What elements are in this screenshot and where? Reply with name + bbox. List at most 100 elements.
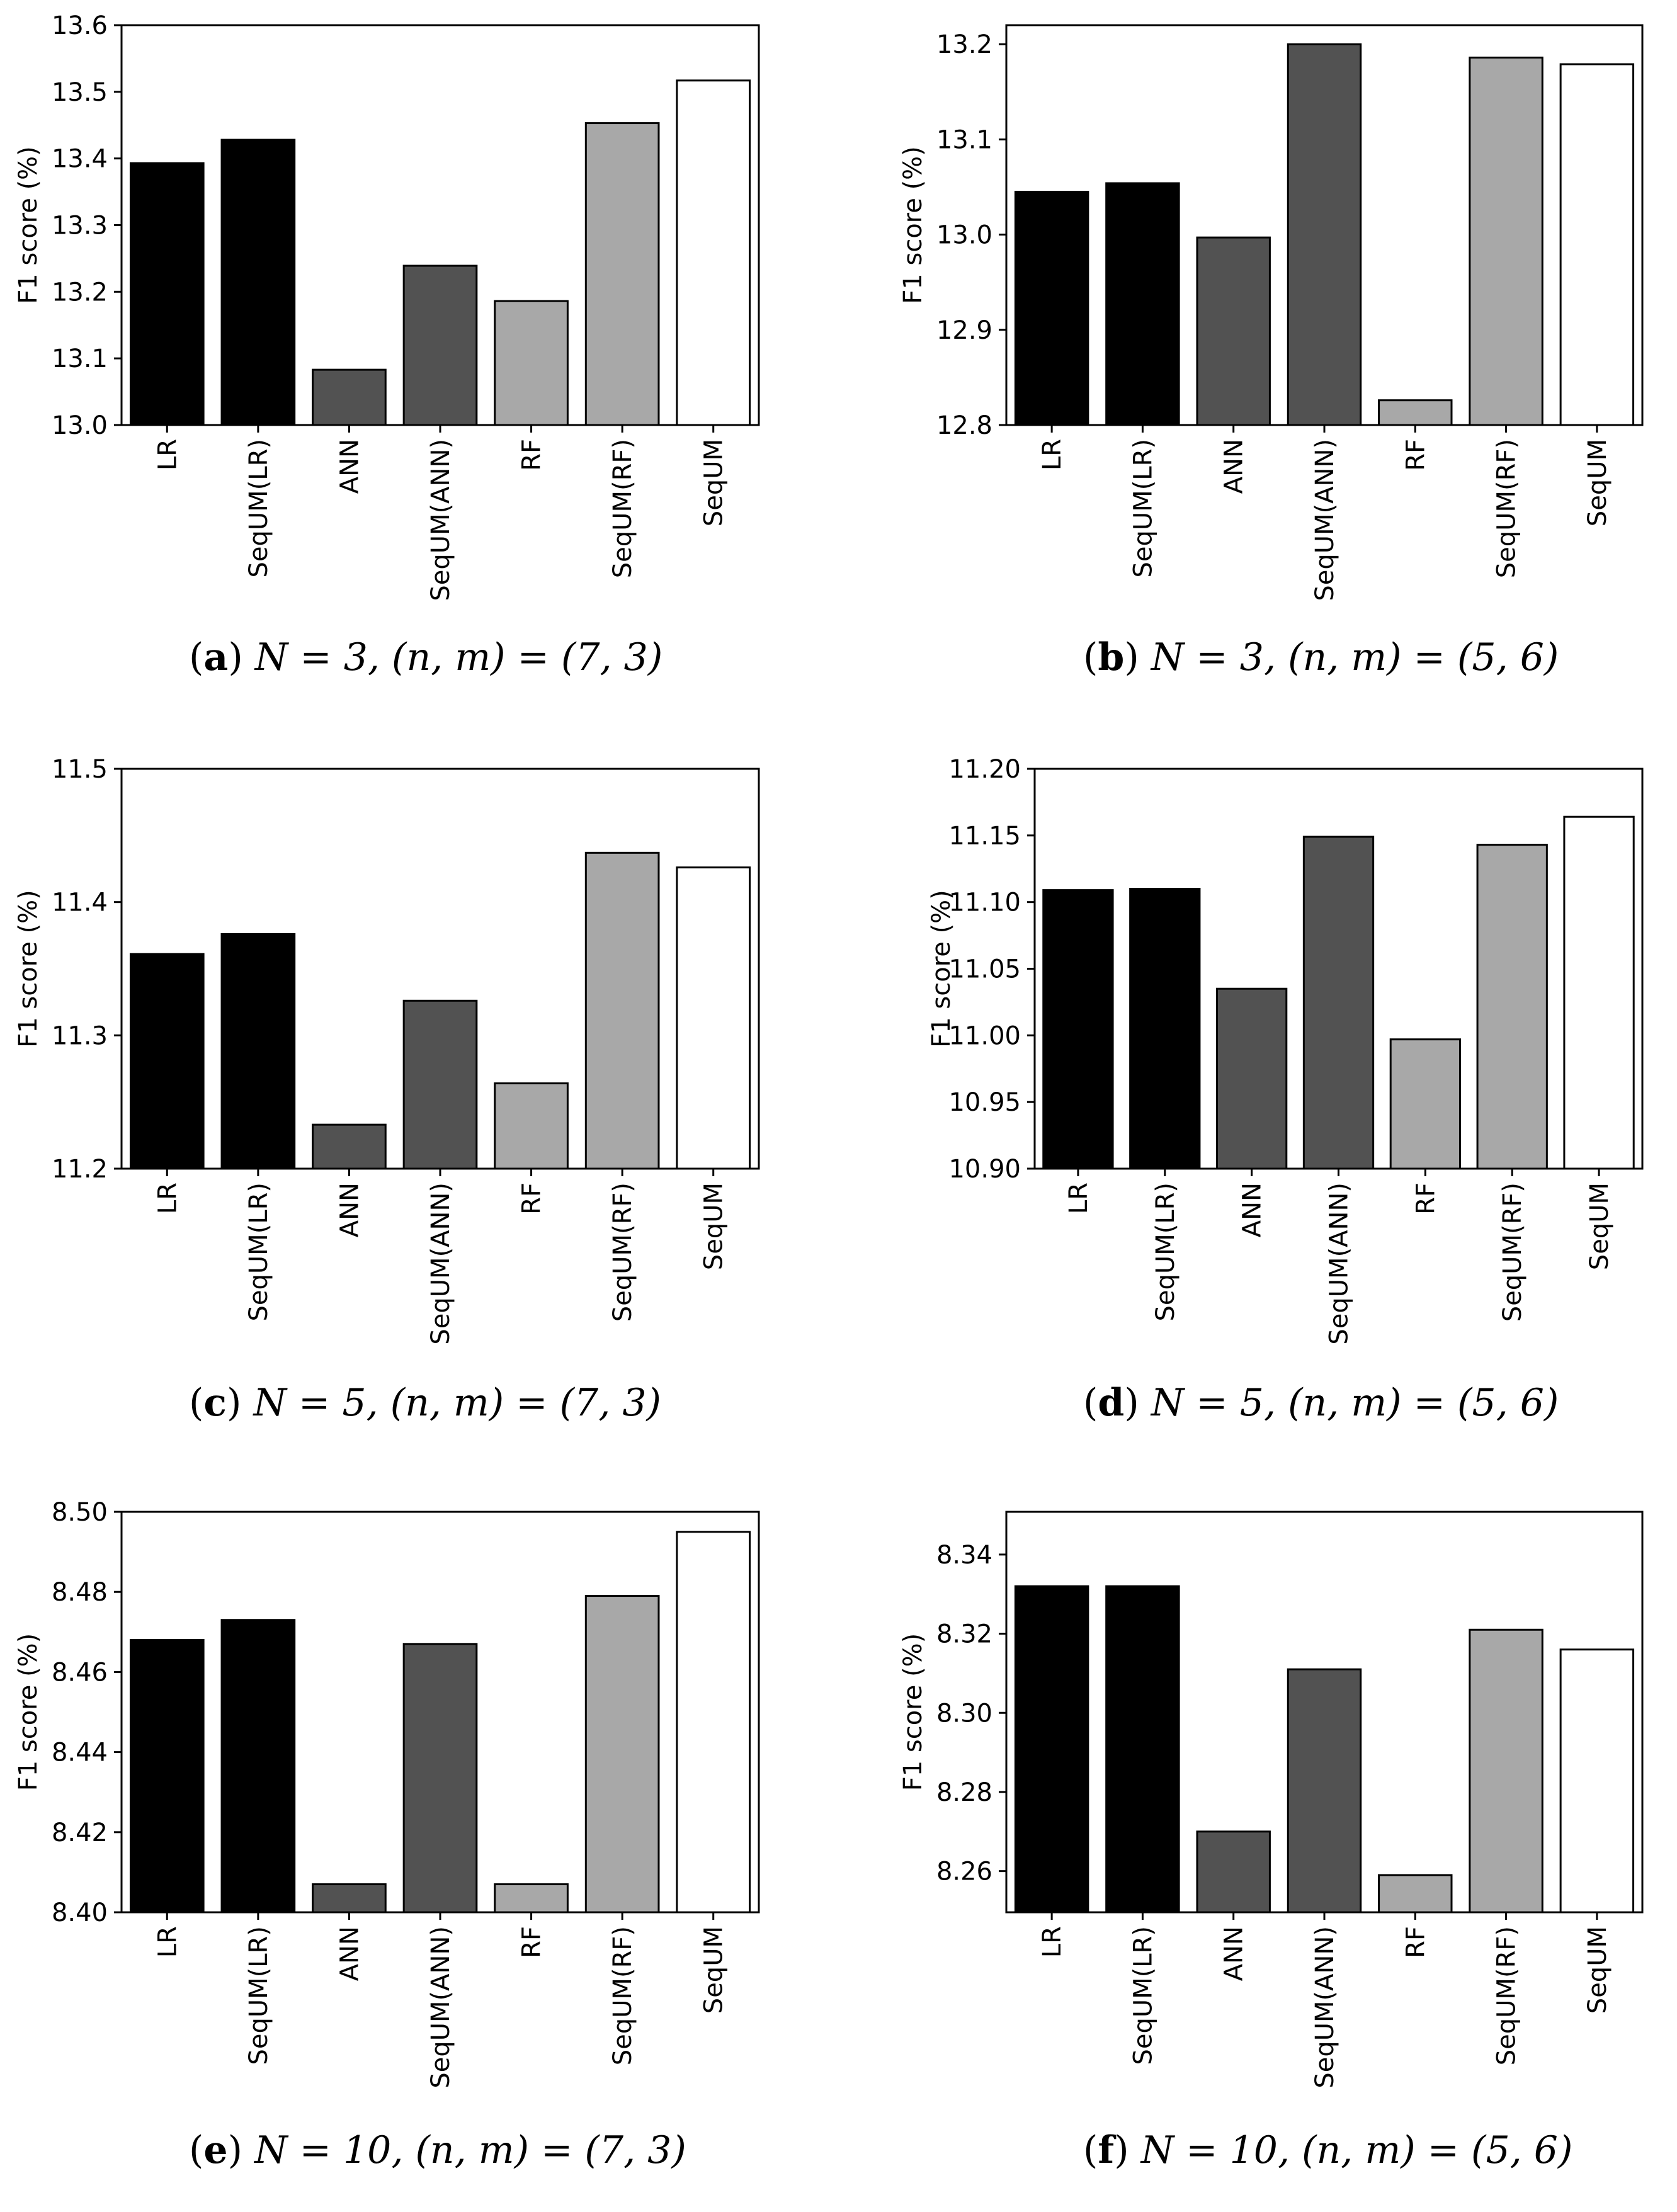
panel-caption: (b) N = 3, (n, m) = (5, 6) xyxy=(1083,635,1559,679)
y-tick-label: 10.95 xyxy=(948,1088,1021,1117)
panel-caption: (c) N = 5, (n, m) = (7, 3) xyxy=(189,1381,661,1425)
x-category-label: RF xyxy=(1411,1183,1440,1215)
x-category-label: SeqUM(ANN) xyxy=(426,1926,455,2089)
y-tick-label: 11.20 xyxy=(948,755,1021,784)
bar-c-4 xyxy=(402,999,478,1170)
panel-caption: (f) N = 10, (n, m) = (5, 6) xyxy=(1083,2128,1572,2172)
x-category-label: SeqUM xyxy=(1583,439,1612,526)
bar-b-5 xyxy=(1378,399,1453,426)
bar-e-2 xyxy=(220,1619,296,1914)
chart-panel-b: 12.812.913.013.113.2F1 score (%)LR SeqUM(… xyxy=(899,24,1644,679)
chart-panel-d: 10.90 10.95 11.00 11.05 11.10 11.15 11.20 F1 sc… xyxy=(927,755,1644,1425)
x-category-label: SeqUM xyxy=(1583,1926,1612,2014)
bar-b-6 xyxy=(1469,56,1543,426)
caption-text: N = 3, (n, m) = (5, 6) xyxy=(1150,635,1559,679)
y-axis-title: F1 score (%) xyxy=(927,890,956,1048)
caption-label: f xyxy=(1098,2128,1117,2172)
caption-text: N = 5, (n, m) = (7, 3) xyxy=(252,1381,661,1425)
panel-caption: (a) N = 3, (n, m) = (7, 3) xyxy=(189,635,662,679)
y-tick-label: 8.42 xyxy=(52,1818,108,1847)
x-category-label: SeqUM(ANN) xyxy=(1310,1926,1339,2089)
x-category-label: SeqUM xyxy=(700,439,729,526)
caption-open-paren: ( xyxy=(189,1381,203,1425)
chart-panel-e: 8.40 8.42 8.44 8.46 8.48 8.50 F1 score (%) LR Se… xyxy=(14,1498,760,2172)
bar-d-7 xyxy=(1563,815,1635,1170)
caption-label: b xyxy=(1098,635,1124,679)
x-category-label: RF xyxy=(1401,1926,1430,1958)
caption-close-paren: ) xyxy=(228,635,254,679)
caption-text: N = 5, (n, m) = (5, 6) xyxy=(1150,1381,1559,1425)
bar-a-2 xyxy=(220,139,296,426)
y-tick-label: 8.48 xyxy=(52,1578,108,1607)
caption-close-paren: ) xyxy=(1124,635,1151,679)
y-tick-label: 11.15 xyxy=(948,822,1021,851)
x-category-label: SeqUM(LR) xyxy=(1128,439,1157,577)
x-category-label: RF xyxy=(518,439,547,471)
bar-c-2 xyxy=(220,933,296,1170)
caption-close-paren: ) xyxy=(227,1381,253,1425)
bar-d-4 xyxy=(1302,836,1375,1170)
y-tick-label: 8.32 xyxy=(936,1620,992,1649)
bar-e-3 xyxy=(312,1883,387,1914)
caption-text: N = 10, (n, m) = (5, 6) xyxy=(1140,2128,1573,2172)
panel-caption: (d) N = 5, (n, m) = (5, 6) xyxy=(1083,1381,1559,1425)
x-category-label: SeqUM(RF) xyxy=(1492,1926,1521,2065)
y-tick-label: 11.2 xyxy=(52,1155,108,1184)
x-category-label: ANN xyxy=(1220,439,1249,494)
y-tick-label: 11.4 xyxy=(52,888,108,917)
x-category-label: RF xyxy=(1401,439,1430,471)
x-category-label: SeqUM xyxy=(1585,1183,1614,1270)
y-tick-label: 10.90 xyxy=(948,1155,1021,1184)
y-axis-title: F1 score (%) xyxy=(14,890,43,1048)
x-category-label: SeqUM(ANN) xyxy=(426,439,455,601)
x-category-label: SeqUM(LR) xyxy=(1128,1926,1157,2065)
x-category-label: SeqUM xyxy=(700,1926,729,2014)
caption-close-paren: ) xyxy=(228,2128,254,2172)
y-tick-label: 8.30 xyxy=(936,1699,992,1728)
caption-label: e xyxy=(203,2128,227,2172)
y-tick-label: 8.46 xyxy=(52,1658,108,1687)
y-tick-label: 12.8 xyxy=(936,411,992,440)
x-category-label: LR xyxy=(153,439,182,470)
y-tick-label: 13.6 xyxy=(52,11,108,40)
bar-c-1 xyxy=(129,953,205,1170)
bar-f-5 xyxy=(1378,1874,1453,1914)
y-tick-label: 8.26 xyxy=(936,1858,992,1886)
bar-f-2 xyxy=(1105,1585,1180,1914)
caption-open-paren: ( xyxy=(189,2128,203,2172)
panel-caption: (e) N = 10, (n, m) = (7, 3) xyxy=(189,2128,686,2172)
x-category-label: RF xyxy=(518,1183,547,1215)
caption-close-paren: ) xyxy=(1124,1381,1151,1425)
bar-a-6 xyxy=(584,122,660,426)
y-tick-label: 13.0 xyxy=(936,221,992,250)
y-tick-label: 11.5 xyxy=(52,755,108,784)
x-category-label: SeqUM(ANN) xyxy=(426,1183,455,1345)
bar-d-5 xyxy=(1389,1038,1462,1170)
caption-open-paren: ( xyxy=(1083,2128,1098,2172)
caption-open-paren: ( xyxy=(189,635,203,679)
x-category-label: SeqUM(LR) xyxy=(1151,1183,1180,1321)
bar-b-4 xyxy=(1287,43,1362,426)
y-tick-label: 8.28 xyxy=(936,1778,992,1807)
bar-d-3 xyxy=(1216,987,1288,1170)
bar-d-2 xyxy=(1129,888,1201,1170)
x-category-label: RF xyxy=(518,1926,547,1958)
y-tick-label: 8.50 xyxy=(52,1498,108,1527)
bar-d-1 xyxy=(1042,889,1114,1170)
caption-text: N = 10, (n, m) = (7, 3) xyxy=(253,2128,686,2172)
x-category-label: ANN xyxy=(335,439,364,494)
y-tick-label: 13.3 xyxy=(52,212,108,241)
y-tick-label: 13.0 xyxy=(52,411,108,440)
bar-c-7 xyxy=(676,866,751,1170)
y-tick-label: 13.1 xyxy=(936,125,992,154)
bar-f-3 xyxy=(1196,1830,1271,1914)
y-tick-label: 13.1 xyxy=(52,344,108,373)
x-category-label: SeqUM(ANN) xyxy=(1310,439,1339,601)
bar-b-3 xyxy=(1196,236,1271,426)
bar-c-5 xyxy=(494,1082,569,1170)
caption-label: c xyxy=(203,1381,227,1425)
caption-close-paren: ) xyxy=(1114,2128,1140,2172)
caption-open-paren: ( xyxy=(1083,1381,1098,1425)
bar-c-6 xyxy=(584,851,660,1170)
